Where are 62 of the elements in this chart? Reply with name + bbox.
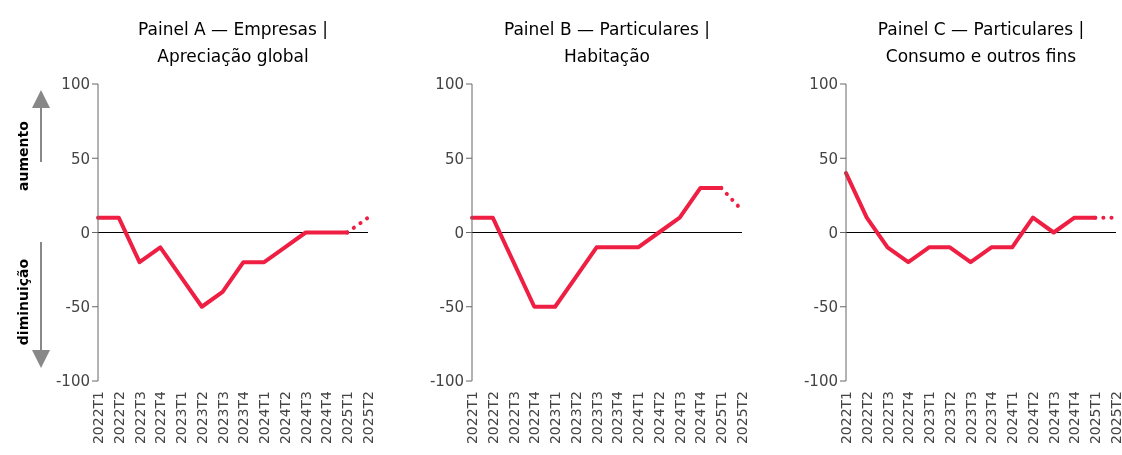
x-tick-label: 2022T2 — [858, 391, 875, 445]
y-tick-label: -100 — [55, 372, 90, 391]
x-tick-label: 2024T3 — [297, 391, 314, 445]
text: aumento — [15, 120, 31, 191]
x-tick-label: 2024T2 — [650, 391, 667, 445]
x-tick-label: 2022T3 — [131, 391, 148, 445]
x-tick-label: 2023T3 — [588, 391, 605, 445]
x-tick-label: 2023T1 — [173, 391, 190, 445]
x-tick-label: 2023T1 — [921, 391, 938, 445]
y-tick-label: 0 — [80, 223, 90, 242]
x-tick-label: 2022T1 — [464, 391, 480, 445]
x-tick-label: 2023T4 — [983, 390, 1000, 445]
x-tick-label: 2024T4 — [1066, 390, 1083, 445]
x-tick-label: 2023T3 — [214, 391, 231, 445]
x-tick-label: 2023T4 — [235, 390, 252, 445]
x-tick-label: 2022T4 — [152, 390, 169, 445]
y-tick-label: 100 — [61, 75, 90, 94]
x-tick-label: 2024T3 — [1045, 391, 1062, 445]
x-tick-label: 2024T2 — [276, 391, 293, 445]
y-tick-label: -100 — [429, 372, 464, 391]
x-tick-label: 2024T1 — [1004, 391, 1021, 445]
x-tick-label: 2022T3 — [505, 391, 522, 445]
x-tick-label: 2024T1 — [256, 391, 273, 445]
x-tick-label: 2024T4 — [318, 390, 335, 445]
y-tick-label: 0 — [828, 223, 838, 242]
x-tick-label: 2023T2 — [941, 391, 958, 445]
x-tick-label: 2022T3 — [879, 391, 896, 445]
x-tick-label: 2024T3 — [671, 391, 688, 445]
x-tick-label: 2023T4 — [609, 390, 626, 445]
x-tick-label: 2025T2 — [1108, 391, 1122, 445]
y-tick-label: 100 — [809, 75, 838, 94]
x-tick-label: 2025T1 — [339, 391, 356, 445]
x-tick-label: 2022T1 — [838, 391, 854, 445]
y-tick-label: 100 — [435, 75, 464, 94]
x-tick-label: 2022T2 — [110, 391, 127, 445]
chart-title: Painel C — Particulares | Consumo e outros fins — [876, 18, 1086, 68]
x-tick-label: 2023T1 — [547, 391, 564, 445]
text: diminuição — [15, 258, 31, 346]
x-tick-label: 2025T2 — [734, 391, 750, 445]
x-tick-label: 2022T4 — [526, 390, 543, 445]
x-tick-label: 2025T1 — [713, 391, 730, 445]
y-tick-label: -50 — [813, 298, 838, 317]
x-tick-label: 2024T1 — [630, 391, 647, 445]
x-tick-label: 2023T3 — [962, 391, 979, 445]
y-tick-label: -100 — [803, 372, 838, 391]
x-tick-label: 2022T4 — [900, 390, 917, 445]
x-tick-label: 2025T2 — [360, 391, 376, 445]
chart-title: Painel A — Empresas | Apreciação global — [137, 18, 329, 68]
x-tick-label: 2022T1 — [90, 391, 106, 445]
x-tick-label: 2025T1 — [1087, 391, 1104, 445]
y-tick-label: 50 — [70, 149, 90, 168]
y-tick-label: 50 — [444, 149, 464, 168]
y-tick-label: 0 — [454, 223, 464, 242]
y-tick-label: 50 — [818, 149, 838, 168]
x-tick-label: 2024T2 — [1024, 391, 1041, 445]
chart-title: Painel B — Particulares | Habitação — [502, 18, 712, 68]
y-tick-label: -50 — [65, 298, 90, 317]
x-tick-label: 2024T4 — [692, 390, 709, 445]
x-tick-label: 2023T2 — [193, 391, 210, 445]
x-tick-label: 2022T2 — [484, 391, 501, 445]
x-tick-label: 2023T2 — [567, 391, 584, 445]
y-tick-label: -50 — [439, 298, 464, 317]
